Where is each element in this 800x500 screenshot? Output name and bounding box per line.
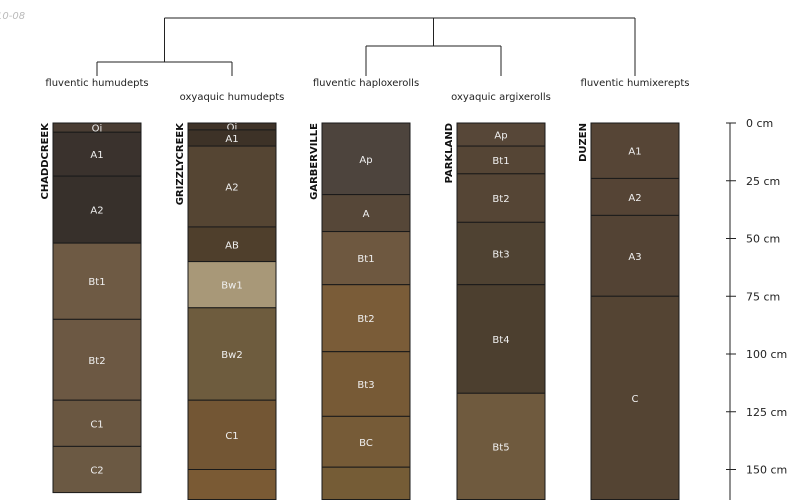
horizon: [187, 469, 277, 500]
taxon-labels: fluventic humudepts oxyaquic humudepts flu…: [45, 78, 689, 103]
taxon-label: fluventic humudepts: [45, 78, 148, 89]
horizon: [590, 214, 680, 297]
horizon: [456, 173, 546, 223]
profile-name: CHADDCREEK: [40, 122, 51, 200]
taxon-label: oxyaquic humudepts: [180, 92, 285, 103]
horizon: [52, 318, 142, 401]
horizon: [52, 445, 142, 494]
horizon-label: Bt3: [492, 250, 509, 261]
depth-tick-label: 75 cm: [746, 290, 780, 303]
horizon-label: Bt2: [492, 194, 509, 205]
horizon: [456, 221, 546, 286]
horizon-label: Bt2: [88, 356, 105, 367]
horizon: [187, 399, 277, 471]
horizon: [321, 351, 411, 417]
horizon-label: C2: [90, 466, 103, 477]
horizon-label: Oi: [227, 122, 238, 133]
date-stamp: 10-08: [0, 11, 25, 22]
horizon-label: Bw1: [221, 281, 242, 292]
horizon-label: C: [632, 394, 639, 405]
horizon-label: A1: [90, 150, 103, 161]
depth-tick-label: 25 cm: [746, 175, 780, 188]
horizon: [52, 242, 142, 320]
horizon-label: Bt1: [492, 156, 509, 167]
horizon: [187, 261, 277, 309]
horizon-label: BC: [359, 438, 373, 449]
profile-name: GARBERVILLE: [309, 123, 320, 200]
depth-tick-label: 0 cm: [746, 117, 773, 130]
horizon-label: Bt3: [357, 380, 374, 391]
horizon-label: Oi: [92, 124, 103, 135]
horizon-label: AB: [225, 240, 239, 251]
profile-name: PARKLAND: [444, 123, 455, 183]
horizon-label: C1: [225, 431, 238, 442]
profile-chaddcreek: Oi A1 A2 Bt1 Bt2 C1 C2 CHADDCREEK: [40, 122, 142, 494]
horizon: [456, 392, 546, 500]
dendrogram: [96, 17, 636, 76]
horizon-label: A1: [628, 147, 641, 158]
horizon: [456, 145, 546, 175]
taxon-label: fluventic haploxerolls: [313, 78, 419, 89]
horizon-label: A2: [90, 206, 103, 217]
profile-name: DUZEN: [578, 123, 589, 162]
horizon-label: Bw2: [221, 350, 242, 361]
taxon-label: fluventic humixerepts: [581, 78, 690, 89]
depth-tick-label: 150 cm: [746, 464, 787, 477]
horizon: [187, 145, 277, 228]
horizon: [187, 226, 277, 263]
horizon: [321, 466, 411, 500]
horizon: [321, 415, 411, 468]
profile-garberville: Ap A Bt1 Bt2 Bt3 BC GARBERVILLE: [309, 122, 411, 500]
horizon-label: A2: [225, 183, 238, 194]
horizon-label: Ap: [494, 131, 507, 142]
horizon-label: Bt5: [492, 442, 509, 453]
horizon-label: A3: [628, 252, 641, 263]
taxon-label: oxyaquic argixerolls: [451, 92, 551, 103]
horizon: [52, 131, 142, 177]
profile-duzen: A1 A2 A3 C DUZEN: [578, 122, 680, 500]
horizon: [321, 194, 411, 233]
horizon-label: A: [363, 209, 370, 220]
depth-tick-label: 50 cm: [746, 233, 780, 246]
horizon-label: Ap: [359, 155, 372, 166]
horizon-label: C1: [90, 419, 103, 430]
horizon: [321, 122, 411, 196]
horizon: [456, 284, 546, 394]
horizon: [590, 177, 680, 216]
horizon: [321, 231, 411, 286]
horizon-label: Bt4: [492, 335, 509, 346]
depth-tick-label: 100 cm: [746, 348, 787, 361]
depth-axis: 0 cm 25 cm 50 cm 75 cm 100 cm 125 cm 150 cm: [726, 117, 787, 500]
profile-name: GRIZZLYCREEK: [175, 122, 186, 206]
horizon-label: Bt2: [357, 314, 374, 325]
horizon-label: Bt1: [357, 254, 374, 265]
horizon-label: A2: [628, 193, 641, 204]
horizon-label: A1: [225, 134, 238, 145]
horizon: [321, 284, 411, 353]
horizon-label: Bt1: [88, 277, 105, 288]
profile-parkland: Ap Bt1 Bt2 Bt3 Bt4 Bt5 PARKLAND: [444, 122, 546, 500]
horizon: [52, 175, 142, 244]
depth-tick-label: 125 cm: [746, 406, 787, 419]
